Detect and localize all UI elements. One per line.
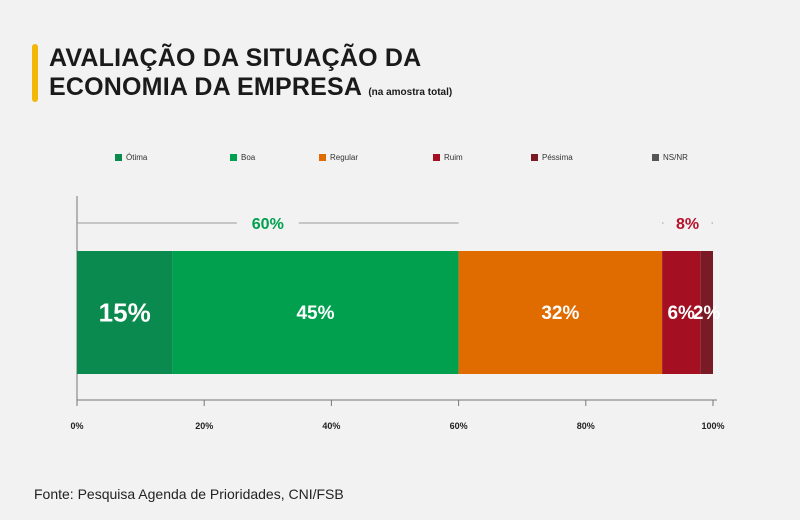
legend-label: Péssima — [542, 153, 573, 162]
legend-label: Boa — [241, 153, 256, 162]
bar-segment — [458, 251, 663, 374]
x-tick-label: 40% — [322, 421, 340, 431]
legend-item: Regular — [319, 153, 358, 162]
legend-label: Ótima — [126, 153, 148, 162]
bar-segment — [77, 251, 173, 374]
legend-swatch — [319, 154, 326, 161]
legend-item: Boa — [230, 153, 255, 162]
legend-label: Ruim — [444, 153, 463, 162]
data-label: 2% — [693, 303, 721, 324]
x-tick-label: 80% — [577, 421, 595, 431]
legend-label: Regular — [330, 153, 359, 162]
bar-segment — [700, 251, 713, 374]
group-total-label: 8% — [676, 216, 699, 233]
group-total-label: 60% — [252, 216, 284, 233]
x-tick-label: 0% — [70, 421, 83, 431]
legend-swatch — [230, 154, 237, 161]
chart-title: AVALIAÇÃO DA SITUAÇÃO DA ECONOMIA DA EMP… — [49, 44, 452, 107]
title-note: (na amostra total) — [368, 87, 453, 98]
legend-item: Ótima — [115, 153, 147, 162]
x-tick-label: 100% — [701, 421, 724, 431]
legend-label: NS/NR — [663, 153, 688, 162]
title-line-1: AVALIAÇÃO DA SITUAÇÃO DA — [49, 44, 422, 72]
legend-swatch — [115, 154, 122, 161]
title-line-2: ECONOMIA DA EMPRESA (na amostra total) — [49, 73, 452, 107]
data-label: 45% — [296, 303, 334, 324]
legend-swatch — [433, 154, 440, 161]
legend-item: Péssima — [531, 153, 573, 162]
x-tick-label: 60% — [450, 421, 468, 431]
legend-item: NS/NR — [652, 153, 688, 162]
x-tick-label: 20% — [195, 421, 213, 431]
bar-segment — [172, 251, 459, 374]
data-label: 6% — [667, 303, 695, 324]
legend: Ótima Boa Regular Ruim Péssima NS/NR — [0, 153, 800, 169]
legend-swatch — [652, 154, 659, 161]
data-label: 32% — [541, 303, 579, 324]
title-accent-bar — [32, 44, 38, 102]
legend-item: Ruim — [433, 153, 463, 162]
source-note: Fonte: Pesquisa Agenda de Prioridades, C… — [34, 486, 344, 502]
title-line-2-text: ECONOMIA DA EMPRESA — [49, 73, 362, 101]
bar-segment — [662, 251, 701, 374]
legend-swatch — [531, 154, 538, 161]
data-label: 15% — [99, 298, 151, 328]
